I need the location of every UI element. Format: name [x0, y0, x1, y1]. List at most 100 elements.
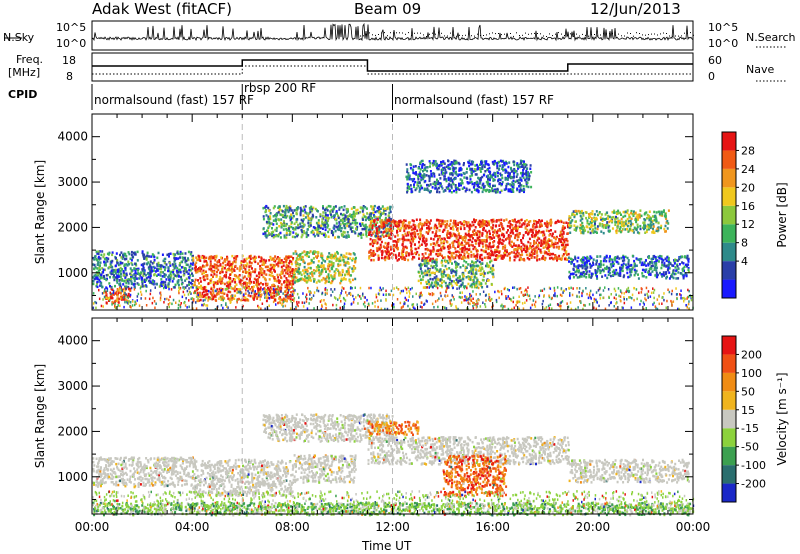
data-cell — [329, 281, 332, 285]
data-cell — [418, 257, 420, 260]
data-cell — [601, 268, 604, 272]
data-cell — [655, 274, 658, 277]
data-cell — [472, 233, 475, 236]
data-cell — [534, 220, 537, 223]
data-cell — [531, 225, 534, 228]
nsearch-dot — [387, 35, 388, 37]
data-cell — [191, 274, 194, 277]
data-cell — [615, 268, 618, 272]
data-cell — [253, 277, 256, 281]
data-cell — [508, 240, 511, 243]
data-cell — [652, 229, 655, 233]
data-cell — [455, 254, 458, 257]
data-cell — [176, 280, 179, 283]
data-cell — [656, 275, 659, 279]
nsearch-dot — [627, 32, 628, 34]
data-cell — [211, 270, 214, 273]
data-cell — [362, 205, 365, 208]
data-cell — [119, 269, 122, 273]
data-cell — [425, 282, 428, 285]
data-cell — [125, 285, 128, 288]
data-cell — [126, 278, 129, 282]
data-cell — [667, 222, 670, 225]
data-cell — [526, 247, 529, 250]
data-cell — [480, 282, 483, 286]
data-cell — [125, 254, 128, 258]
data-cell — [163, 268, 166, 272]
data-cell — [388, 234, 391, 238]
data-cell — [663, 209, 665, 212]
data-cell — [604, 259, 607, 262]
data-cell — [285, 280, 288, 284]
data-cell — [134, 253, 137, 256]
data-cell — [577, 266, 580, 270]
data-cell — [498, 228, 501, 231]
data-cell — [234, 274, 237, 277]
data-cell — [134, 269, 137, 273]
data-cell — [376, 241, 379, 244]
data-cell — [102, 268, 105, 271]
data-cell — [562, 225, 565, 228]
data-cell — [676, 265, 679, 268]
data-cell — [572, 258, 574, 262]
data-cell — [524, 246, 527, 250]
data-cell — [307, 221, 310, 225]
data-cell — [162, 281, 165, 284]
data-cell — [620, 217, 623, 221]
data-cell — [407, 221, 410, 224]
nsearch-dot — [429, 33, 430, 35]
data-cell — [392, 247, 395, 251]
data-cell — [372, 258, 375, 262]
data-cell — [265, 299, 268, 303]
data-cell — [274, 234, 277, 238]
data-cell — [303, 250, 306, 253]
data-cell — [310, 259, 313, 262]
data-cell — [361, 210, 364, 213]
data-cell — [252, 256, 255, 260]
data-cell — [609, 258, 612, 261]
data-cell — [199, 280, 202, 283]
data-cell — [382, 207, 385, 211]
data-cell — [92, 263, 95, 266]
data-cell — [402, 256, 405, 259]
data-cell — [467, 255, 470, 258]
data-cell — [508, 259, 511, 262]
data-cell — [276, 256, 279, 259]
data-cell — [396, 225, 399, 228]
data-cell — [257, 281, 260, 284]
data-cell — [344, 214, 347, 217]
data-cell — [441, 246, 444, 249]
data-cell — [339, 281, 342, 285]
nsearch-dot — [639, 33, 640, 34]
data-cell — [355, 227, 357, 230]
data-cell — [445, 267, 448, 271]
data-cell — [269, 286, 272, 289]
data-cell — [492, 264, 495, 267]
data-cell — [430, 281, 433, 284]
data-cell — [449, 243, 451, 247]
data-cell — [683, 255, 686, 259]
data-cell — [224, 264, 227, 267]
data-cell — [212, 291, 215, 295]
data-cell — [579, 223, 582, 227]
data-cell — [535, 229, 538, 233]
data-cell — [288, 209, 291, 212]
data-cell — [101, 267, 104, 270]
data-cell — [600, 213, 603, 216]
data-cell — [458, 251, 461, 254]
data-cell — [482, 270, 485, 273]
data-cell — [330, 231, 333, 235]
data-cell — [284, 293, 287, 297]
data-cell — [268, 259, 271, 262]
data-cell — [311, 229, 314, 233]
data-cell — [309, 250, 312, 253]
data-cell — [437, 235, 440, 238]
data-cell — [271, 291, 274, 295]
data-cell — [626, 211, 629, 215]
data-cell — [564, 251, 567, 255]
data-cell — [286, 208, 289, 212]
data-cell — [484, 244, 487, 247]
data-cell — [664, 224, 667, 228]
data-cell — [164, 266, 167, 269]
data-cell — [344, 261, 347, 265]
